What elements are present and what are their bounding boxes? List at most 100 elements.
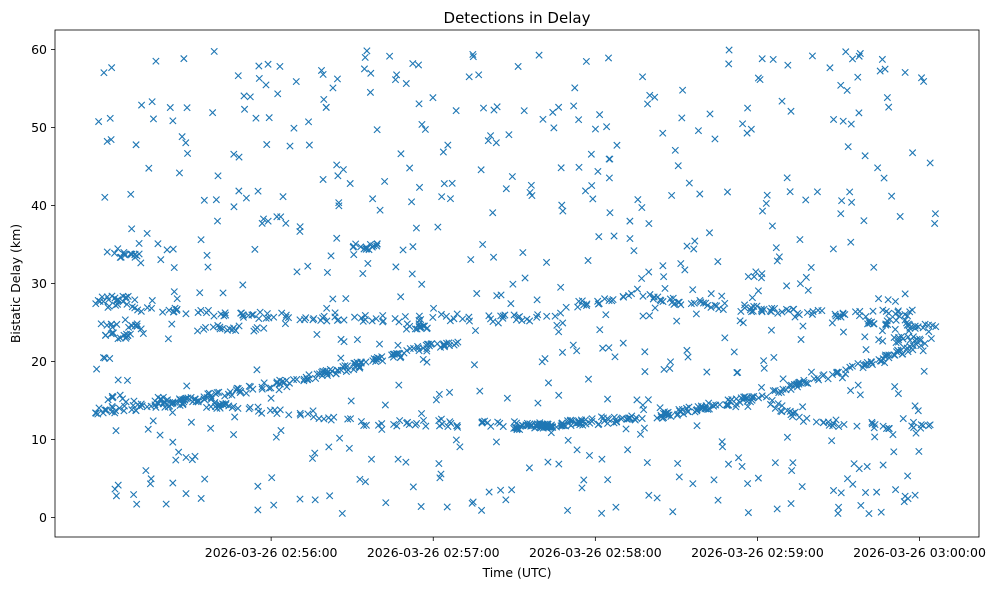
data-point: [882, 321, 890, 329]
data-point: [116, 391, 124, 399]
data-point: [254, 407, 263, 415]
data-point: [734, 454, 743, 462]
data-point: [676, 407, 684, 415]
data-point: [878, 327, 887, 335]
data-point: [266, 406, 274, 415]
data-point: [339, 363, 347, 371]
data-point: [724, 401, 732, 409]
data-point: [197, 494, 205, 503]
data-point: [788, 466, 796, 475]
data-point: [771, 386, 779, 395]
data-point: [339, 165, 347, 174]
data-point: [639, 292, 647, 300]
data-point: [154, 240, 162, 248]
x-axis-label: Time (UTC): [481, 565, 551, 580]
data-point: [219, 289, 227, 297]
data-point: [394, 455, 402, 463]
data-point: [774, 309, 782, 317]
data-point: [894, 347, 902, 355]
data-point: [447, 419, 455, 427]
data-point: [641, 348, 649, 356]
data-point: [212, 196, 220, 204]
data-point: [296, 495, 304, 503]
data-point: [258, 409, 266, 417]
data-point: [159, 308, 167, 316]
data-point: [246, 93, 254, 101]
data-point: [239, 281, 247, 289]
data-point: [603, 395, 612, 403]
data-point: [345, 444, 353, 452]
data-point: [270, 501, 278, 509]
data-point: [201, 475, 209, 483]
data-point: [399, 246, 407, 254]
data-point: [670, 300, 678, 309]
data-point: [931, 210, 939, 218]
data-point: [302, 314, 310, 322]
data-point: [639, 401, 647, 409]
data-point: [678, 114, 686, 122]
data-point: [331, 309, 339, 317]
data-point: [683, 346, 691, 354]
data-point: [596, 326, 604, 334]
data-point: [296, 223, 304, 231]
data-point: [179, 399, 187, 408]
data-point: [932, 323, 940, 331]
data-point: [571, 84, 579, 92]
data-point: [518, 421, 526, 429]
data-point: [919, 422, 927, 430]
data-point: [127, 190, 135, 198]
data-point: [568, 417, 576, 425]
data-point: [917, 421, 925, 429]
data-point: [657, 297, 665, 305]
data-point: [865, 509, 873, 518]
data-point: [863, 358, 871, 367]
data-point: [275, 380, 283, 388]
data-point: [808, 52, 817, 60]
data-point: [711, 135, 719, 143]
data-point: [778, 97, 786, 105]
data-point: [147, 475, 155, 483]
data-point: [790, 305, 798, 313]
data-point: [210, 312, 218, 320]
data-point: [215, 388, 223, 396]
data-point: [706, 110, 714, 118]
x-tick-label: 2026-03-26 03:00:00: [853, 545, 986, 560]
data-point: [666, 358, 675, 366]
data-point: [725, 401, 733, 409]
data-point: [363, 47, 371, 55]
data-point: [797, 335, 805, 344]
data-point: [596, 111, 604, 119]
y-tick-label: 20: [31, 354, 47, 369]
data-point: [707, 290, 715, 298]
data-point: [769, 387, 777, 395]
data-point: [569, 341, 577, 349]
data-point: [773, 505, 781, 513]
data-point: [905, 327, 913, 335]
data-point: [799, 403, 807, 411]
data-point: [802, 196, 810, 204]
data-point: [861, 333, 869, 341]
data-point: [828, 370, 837, 379]
data-point: [122, 293, 130, 301]
data-point: [638, 73, 647, 81]
data-point: [744, 272, 752, 281]
data-point: [799, 322, 807, 330]
data-point: [904, 333, 912, 341]
data-point: [925, 328, 933, 336]
x-tick-label: 2026-03-26 02:58:00: [529, 545, 662, 560]
data-point: [375, 340, 384, 348]
data-point: [867, 318, 876, 326]
data-point: [494, 319, 502, 327]
data-point: [580, 476, 588, 484]
data-point: [610, 232, 618, 240]
data-point: [313, 330, 321, 339]
data-point: [915, 447, 923, 456]
data-point: [363, 245, 371, 253]
data-point: [468, 499, 476, 507]
data-point: [101, 193, 109, 201]
data-point: [340, 316, 348, 324]
data-point: [559, 207, 567, 215]
data-point: [279, 193, 287, 201]
data-point: [889, 431, 897, 439]
data-point: [555, 103, 563, 111]
